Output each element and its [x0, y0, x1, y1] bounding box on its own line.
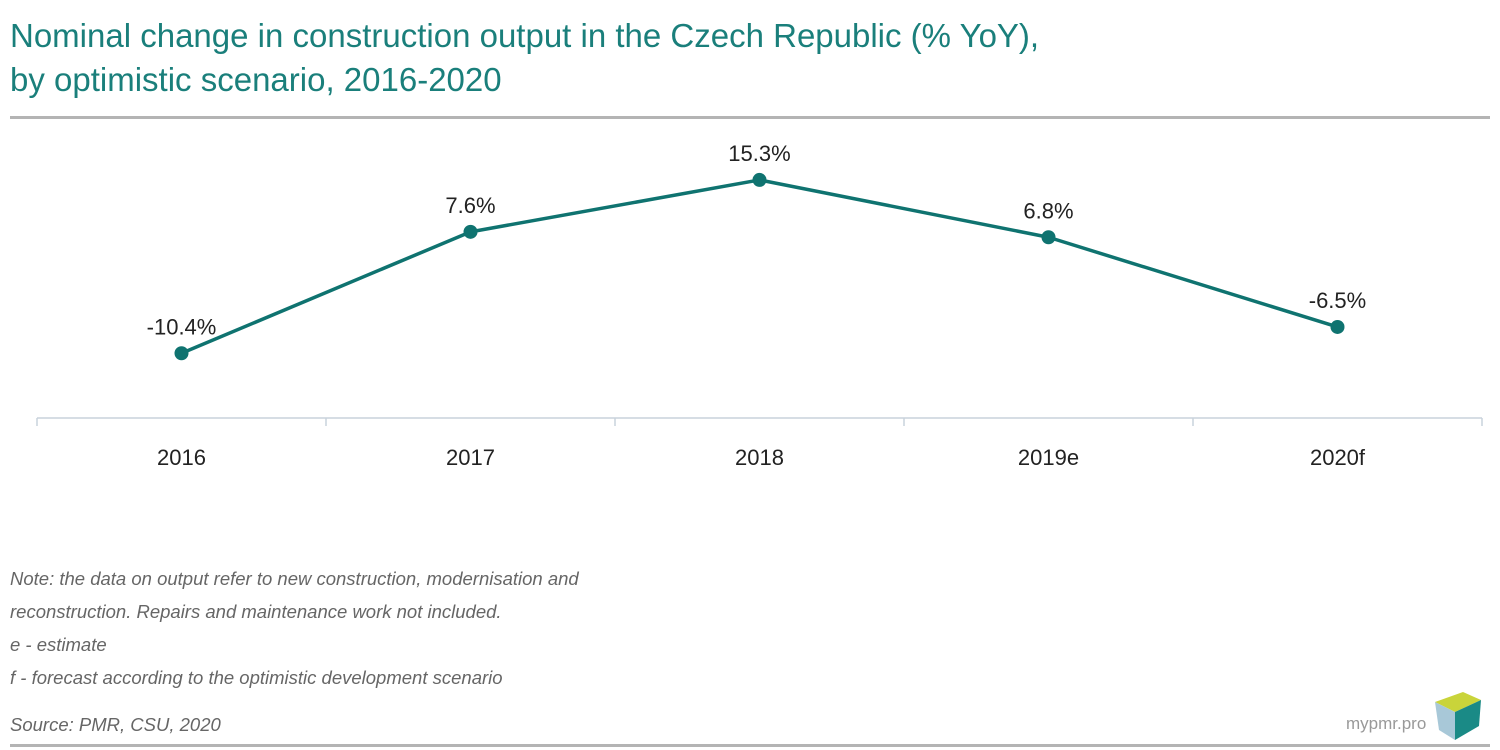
x-tick-label: 2020f [1310, 445, 1366, 470]
data-point [174, 346, 189, 361]
x-tick-label: 2017 [446, 445, 495, 470]
data-label: 7.6% [445, 193, 495, 218]
note-line: e - estimate [10, 634, 107, 655]
x-tick-label: 2018 [735, 445, 784, 470]
data-point [752, 172, 767, 187]
brand-text[interactable]: mypmr.pro [1346, 714, 1427, 733]
data-label: -6.5% [1309, 288, 1366, 313]
data-label: 15.3% [728, 141, 790, 166]
top-divider [10, 116, 1490, 119]
pmr-cube-logo-icon [1435, 692, 1481, 740]
notes: Note: the data on output refer to new co… [10, 562, 579, 694]
data-label: 6.8% [1023, 198, 1073, 223]
data-label: -10.4% [147, 314, 217, 339]
data-point [463, 224, 478, 239]
line-chart: 2016 2017 2018 2019e 2020f -10.4% 7.6% 15.3% 6.8… [36, 141, 1483, 470]
x-tick-label: 2019e [1018, 445, 1079, 470]
data-point [1041, 230, 1056, 245]
bottom-divider [10, 744, 1490, 747]
x-tick-label: 2016 [157, 445, 206, 470]
title-line-2: by optimistic scenario, 2016-2020 [10, 61, 502, 98]
chart-title: Nominal change in construction output in… [10, 14, 1039, 102]
source-text: Source: PMR, CSU, 2020 [10, 714, 221, 735]
note-line: f - forecast according to the optimistic… [10, 667, 503, 688]
note-line: Note: the data on output refer to new co… [10, 568, 579, 589]
title-line-1: Nominal change in construction output in… [10, 17, 1040, 54]
note-line: reconstruction. Repairs and maintenance … [10, 601, 502, 622]
series-line [180, 178, 1339, 355]
data-point [1330, 319, 1345, 334]
